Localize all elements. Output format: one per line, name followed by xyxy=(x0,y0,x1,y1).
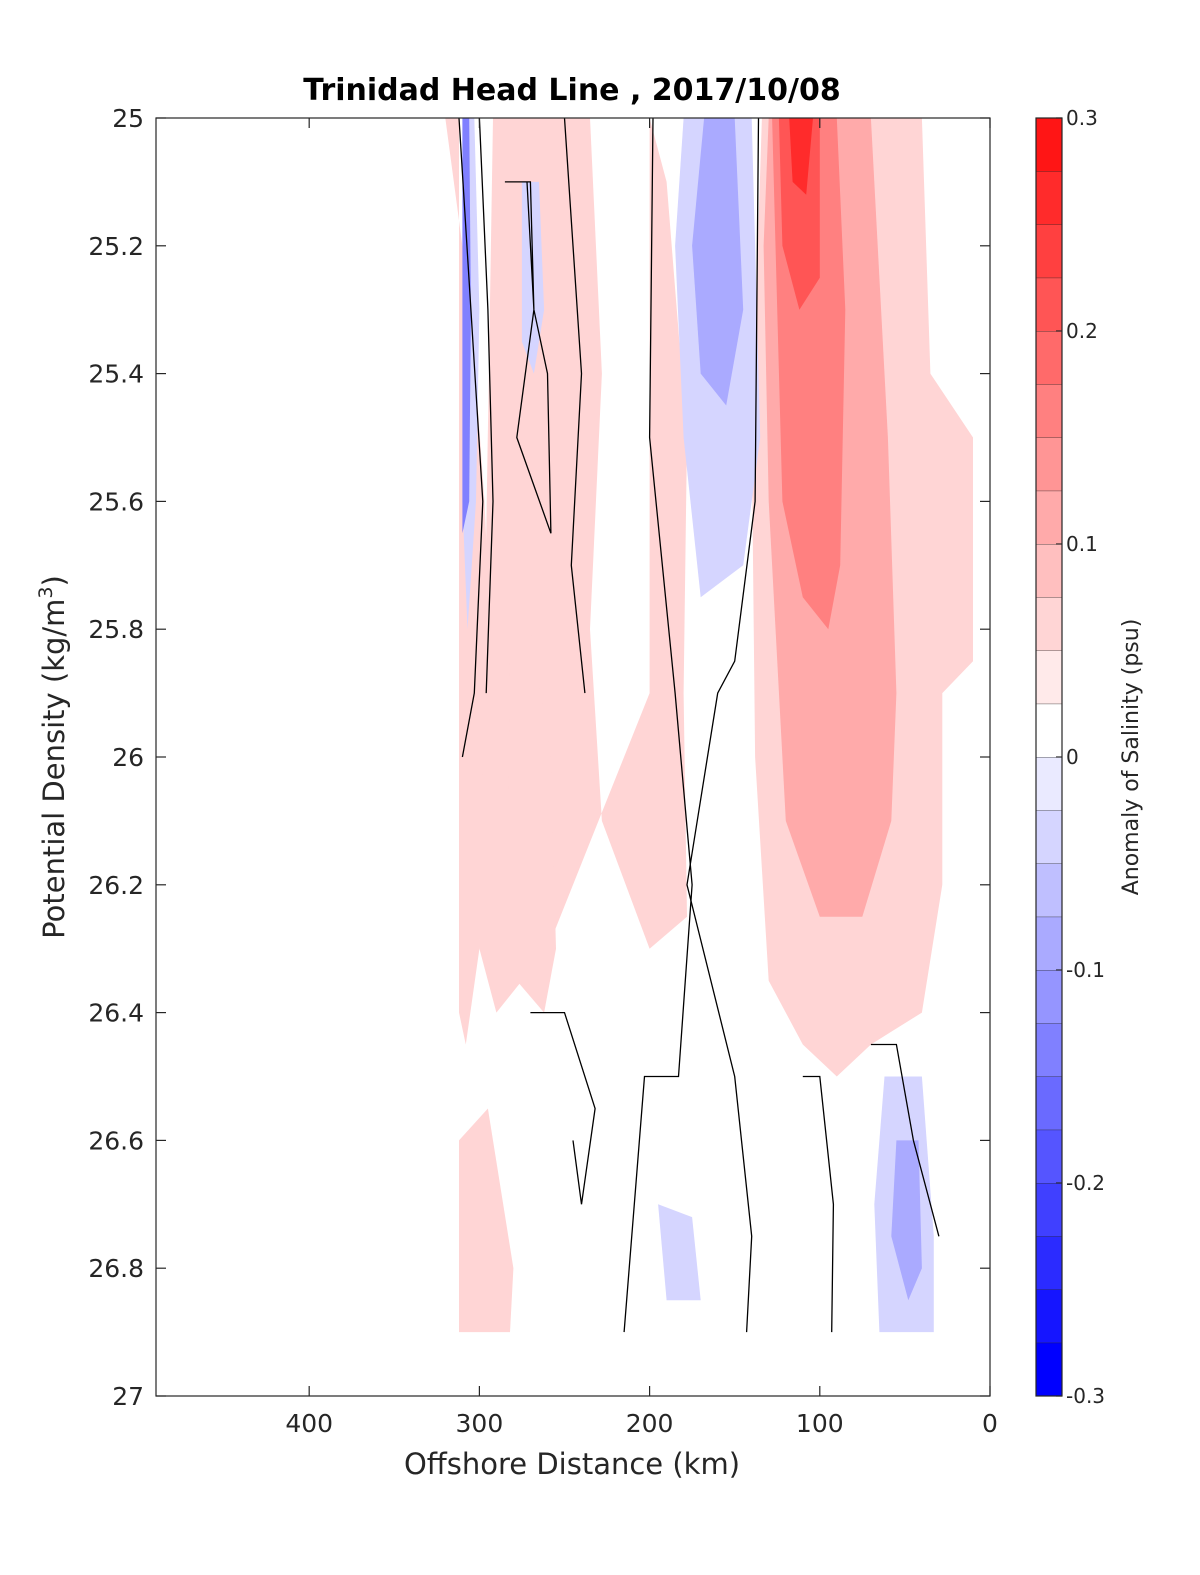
colorbar-swatch xyxy=(1036,437,1062,491)
x-tick-label: 100 xyxy=(796,1409,844,1438)
y-tick-label: 26.6 xyxy=(88,1126,144,1155)
y-tick-label: 26 xyxy=(112,743,144,772)
y-tick-label: 26.8 xyxy=(88,1254,144,1283)
x-tick-label: 300 xyxy=(456,1409,504,1438)
colorbar: 0.3 0.2 0.1 0 -0.1 -0.2 -0.3 xyxy=(1035,106,1105,1408)
colorbar-swatch xyxy=(1036,1289,1062,1343)
zero-contour-7 xyxy=(802,1075,835,1333)
zero-contour-0 xyxy=(458,118,484,758)
zero-contour-1 xyxy=(478,118,494,694)
y-tick-label: 26.2 xyxy=(88,871,144,900)
y-axis-label-superscript: 3 xyxy=(35,586,57,598)
colorbar-swatch xyxy=(1036,970,1062,1024)
colorbar-swatch xyxy=(1036,650,1062,704)
y-axis-ticks: 25 25.2 25.4 25.6 25.8 26 26.2 26.4 26.6 26.8 27 xyxy=(88,104,990,1411)
x-tick-label: 0 xyxy=(982,1409,998,1438)
y-tick-label: 25 xyxy=(112,104,144,133)
y-tick-label: 25.8 xyxy=(88,615,144,644)
anomaly-region-1 xyxy=(479,118,687,1013)
anomaly-region-2 xyxy=(508,629,556,1013)
y-axis-label-close: ) xyxy=(37,575,71,586)
colorbar-swatch xyxy=(1036,490,1062,544)
colorbar-swatch xyxy=(1036,597,1062,651)
y-tick-label: 25.2 xyxy=(88,232,144,261)
chart-title: Trinidad Head Line , 2017/10/08 xyxy=(303,73,840,108)
colorbar-swatch xyxy=(1036,331,1062,385)
x-tick-label: 400 xyxy=(285,1409,333,1438)
colorbar-tick-label: 0.1 xyxy=(1066,532,1098,556)
anomaly-region-14 xyxy=(658,1204,701,1301)
anomaly-region-8 xyxy=(789,118,813,195)
colorbar-tick-label: 0.2 xyxy=(1066,319,1098,343)
anomaly-region-7 xyxy=(778,118,820,310)
colorbar-tick-label: 0 xyxy=(1066,745,1079,769)
colorbar-swatch xyxy=(1036,1183,1062,1237)
colorbar-swatch xyxy=(1036,544,1062,598)
zero-contour-6 xyxy=(530,1011,596,1205)
colorbar-swatch xyxy=(1036,810,1062,864)
x-axis-ticks: 400 300 200 100 0 xyxy=(285,118,998,1438)
colorbar-swatch xyxy=(1036,1076,1062,1130)
colorbar-swatch xyxy=(1036,277,1062,331)
colorbar-swatch xyxy=(1036,1129,1062,1183)
salinity-anomaly-fills xyxy=(445,118,973,1333)
y-axis-label-main: Potential Density (kg/m xyxy=(37,599,71,939)
colorbar-tick-label: -0.2 xyxy=(1066,1171,1105,1195)
colorbar-tick-label: -0.3 xyxy=(1066,1384,1105,1408)
y-tick-label: 27 xyxy=(112,1382,144,1411)
colorbar-tick-label: -0.1 xyxy=(1066,958,1105,982)
y-tick-label: 25.6 xyxy=(88,487,144,516)
colorbar-swatch xyxy=(1036,384,1062,438)
zero-contour-4 xyxy=(623,118,693,1333)
colorbar-swatch xyxy=(1036,703,1062,757)
colorbar-swatch xyxy=(1036,863,1062,917)
anomaly-region-3 xyxy=(459,1108,514,1333)
anomaly-region-12 xyxy=(462,118,471,534)
colorbar-swatch xyxy=(1036,118,1062,172)
x-tick-label: 200 xyxy=(626,1409,674,1438)
plot-area: 400 300 200 100 0 25 25.2 25.4 25.6 25.8 26 26.2 26… xyxy=(88,104,998,1438)
zero-contour-3 xyxy=(563,118,586,694)
y-axis-label: Potential Density (kg/m3) xyxy=(35,575,71,939)
colorbar-swatch xyxy=(1036,916,1062,970)
colorbar-swatch xyxy=(1036,224,1062,278)
zero-contour-lines xyxy=(458,118,940,1333)
colorbar-label: Anomaly of Salinity (psu) xyxy=(1119,619,1144,896)
colorbar-swatch xyxy=(1036,171,1062,225)
colorbar-swatch xyxy=(1036,1236,1062,1290)
y-tick-label: 26.4 xyxy=(88,999,144,1028)
anomaly-region-10 xyxy=(692,118,744,406)
zero-contour-2 xyxy=(504,181,552,534)
anomaly-region-16 xyxy=(891,1140,922,1301)
colorbar-swatch xyxy=(1036,757,1062,811)
colorbar-swatch xyxy=(1036,1023,1062,1077)
zero-contour-8 xyxy=(870,1043,940,1237)
zero-contour-5 xyxy=(686,118,760,1333)
y-tick-label: 25.4 xyxy=(88,360,144,389)
x-axis-label: Offshore Distance (km) xyxy=(404,1447,740,1481)
colorbar-tick-label: 0.3 xyxy=(1066,106,1098,130)
colorbar-swatch xyxy=(1036,1342,1062,1396)
